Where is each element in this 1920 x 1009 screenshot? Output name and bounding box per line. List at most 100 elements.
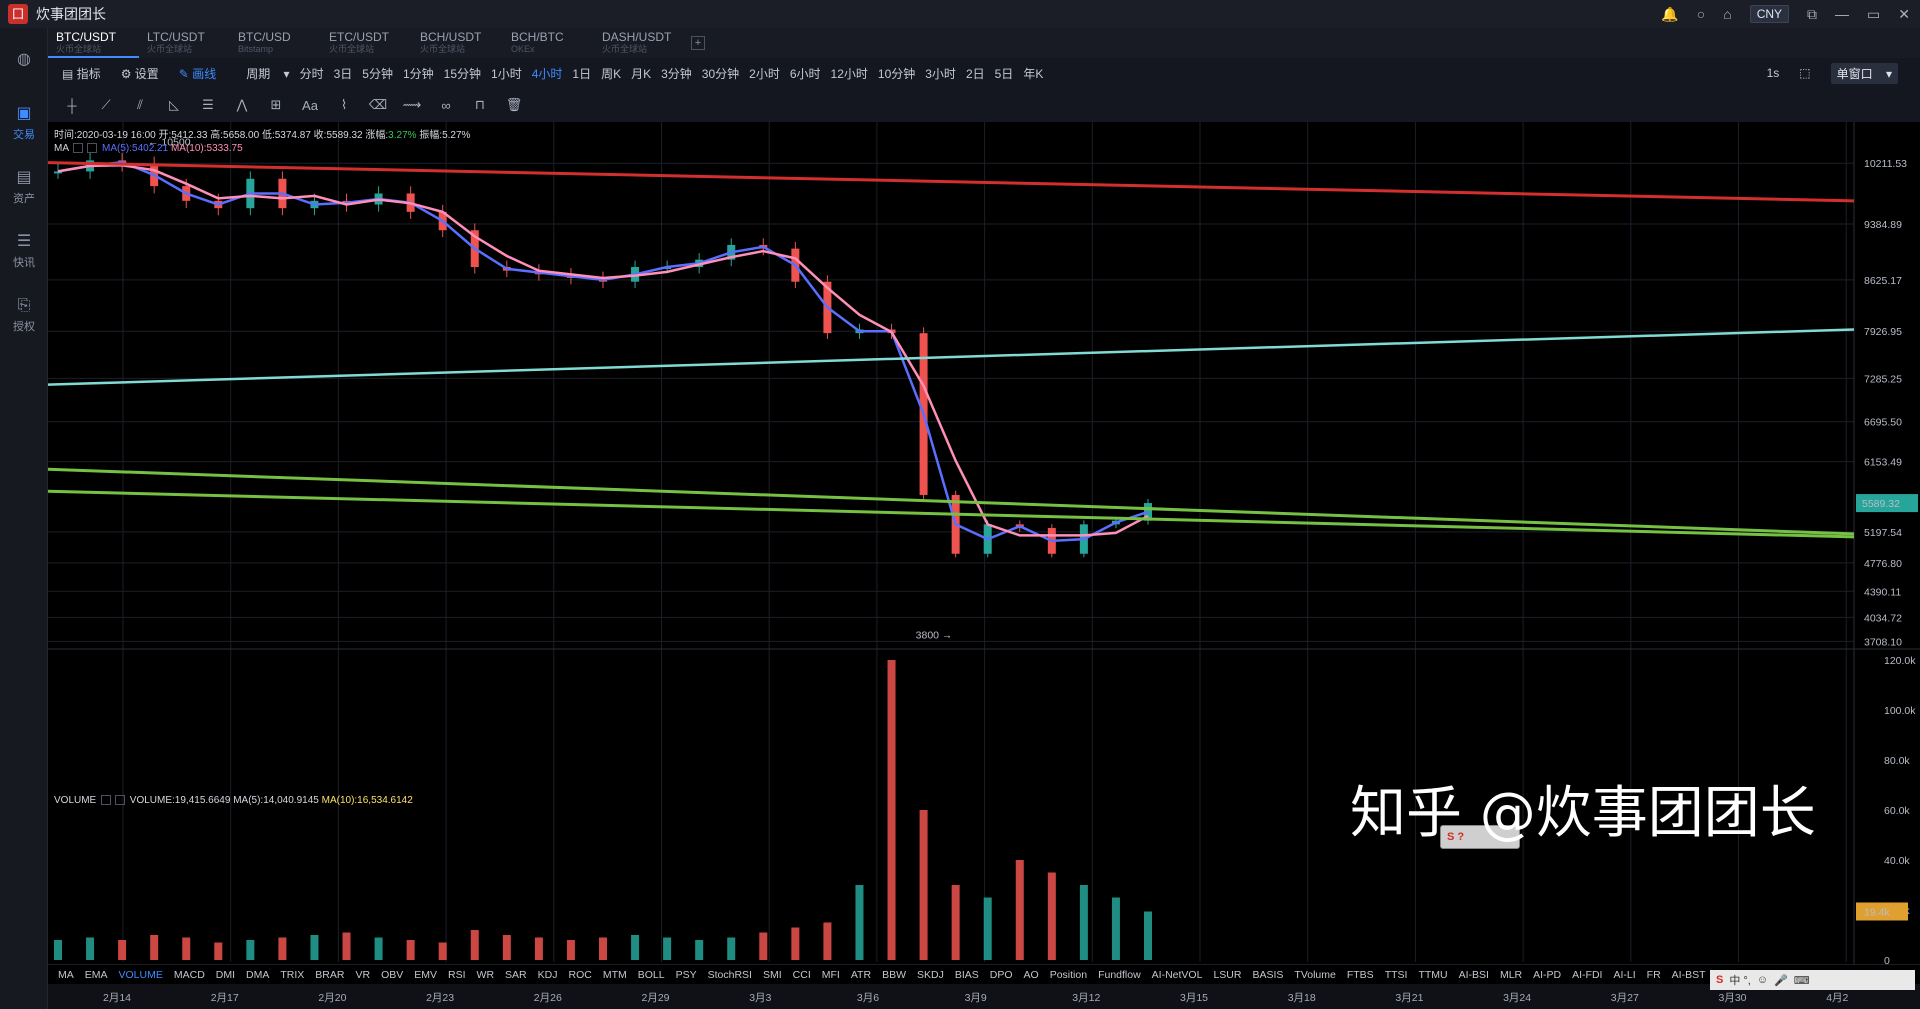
indicator-tab[interactable]: AI-BST bbox=[1671, 968, 1706, 981]
ime-floating-toolbar[interactable]: S ? bbox=[1440, 825, 1520, 849]
indicator-tab[interactable]: AI-BSI bbox=[1458, 968, 1489, 981]
tab-bch-usdt[interactable]: BCH/USDT 火币全球站 bbox=[412, 28, 503, 58]
indicator-tab[interactable]: OBV bbox=[381, 968, 404, 981]
indicator-tab[interactable]: ATR bbox=[850, 968, 872, 981]
bell-icon[interactable]: 🔔 bbox=[1661, 5, 1679, 22]
indicator-tab[interactable]: VOLUME bbox=[118, 968, 163, 981]
indicator-tab[interactable]: PSY bbox=[675, 968, 697, 981]
indicator-tab[interactable]: BASIS bbox=[1252, 968, 1284, 981]
settings-small-icon[interactable] bbox=[73, 143, 84, 154]
period-option[interactable]: 周K bbox=[601, 66, 622, 81]
brush-tool-icon[interactable]: ⌇ bbox=[340, 97, 348, 112]
parallel-tool-icon[interactable]: ⫽ bbox=[137, 97, 143, 112]
close-small-icon[interactable] bbox=[115, 795, 126, 806]
settings-button[interactable]: ⚙ 设置 bbox=[120, 66, 159, 81]
draw-button[interactable]: ✎ 画线 bbox=[178, 66, 217, 81]
popout-icon[interactable]: ⧉ bbox=[1807, 5, 1818, 22]
indicator-tab[interactable]: AI-LI bbox=[1613, 968, 1636, 981]
chart-area[interactable]: 10211.53 9384.89 8625.17 7926.95 7285.25 6695… bbox=[48, 122, 1920, 1009]
link-tool-icon[interactable]: ∞ bbox=[441, 97, 451, 113]
indicator-tab[interactable]: KDJ bbox=[537, 968, 558, 981]
indicator-tab[interactable]: CCI bbox=[792, 968, 811, 981]
shape-tool-icon[interactable]: ⊞ bbox=[270, 97, 282, 112]
sidebar-item-home[interactable]: ◍ bbox=[0, 28, 48, 92]
trash-icon[interactable]: 🗑 bbox=[505, 97, 523, 112]
indicator-tab[interactable]: MLR bbox=[1499, 968, 1523, 981]
period-option[interactable]: 1分钟 bbox=[402, 66, 434, 81]
indicator-tab[interactable]: Fundflow bbox=[1098, 968, 1141, 981]
indicator-tab[interactable]: DMA bbox=[246, 968, 270, 981]
ime-tray[interactable]: S 中 °, ☺ 🎤 ⌨ bbox=[1710, 970, 1915, 990]
settings-small-icon[interactable] bbox=[101, 795, 112, 806]
period-option[interactable]: 年K bbox=[1023, 66, 1044, 81]
tab-bch-btc[interactable]: BCH/BTC OKEx bbox=[503, 28, 594, 58]
fib-tool-icon[interactable]: ☰ bbox=[202, 97, 214, 112]
indicator-tab[interactable]: MACD bbox=[173, 968, 205, 981]
tab-etc-usdt[interactable]: ETC/USDT 火币全球站 bbox=[321, 28, 412, 58]
period-option[interactable]: 15分钟 bbox=[443, 66, 482, 81]
period-option[interactable]: 分时 bbox=[299, 66, 324, 81]
indicator-tab[interactable]: EMV bbox=[414, 968, 438, 981]
emoji-icon[interactable]: ☺ bbox=[1756, 974, 1769, 986]
indicator-tab[interactable]: StochRSI bbox=[707, 968, 752, 981]
indicator-tab[interactable]: BRAR bbox=[315, 968, 345, 981]
indicator-tab[interactable]: DMI bbox=[215, 968, 236, 981]
screenshot-icon[interactable]: ⬚ bbox=[1799, 66, 1811, 80]
maximize-icon[interactable]: ▭ bbox=[1867, 5, 1881, 22]
angle-tool-icon[interactable]: ◺ bbox=[169, 97, 179, 112]
sidebar-item-auth[interactable]: ⎘ 授权 bbox=[0, 284, 48, 348]
sidebar-item-trade[interactable]: ▣ 交易 bbox=[0, 92, 48, 156]
indicator-tab[interactable]: DPO bbox=[989, 968, 1013, 981]
tab-btc-usdt[interactable]: BTC/USDT 火币全球站 bbox=[48, 28, 139, 58]
period-option[interactable]: 2日 bbox=[965, 66, 985, 81]
period-dropdown[interactable]: 周期 ▾ bbox=[246, 66, 290, 81]
indicator-tab[interactable]: MTM bbox=[602, 968, 627, 981]
period-option[interactable]: 30分钟 bbox=[701, 66, 740, 81]
indicator-tab[interactable]: AI-PD bbox=[1533, 968, 1562, 981]
chart-canvas[interactable]: 10211.53 9384.89 8625.17 7926.95 7285.25 6695… bbox=[48, 122, 1920, 1009]
indicator-tab[interactable]: FR bbox=[1646, 968, 1661, 981]
indicator-tab[interactable]: AI-FDI bbox=[1572, 968, 1603, 981]
period-option[interactable]: 5分钟 bbox=[362, 66, 393, 81]
measure-tool-icon[interactable]: ⟿ bbox=[402, 97, 422, 112]
period-option[interactable]: 3分钟 bbox=[661, 66, 692, 81]
indicator-tab[interactable]: ROC bbox=[568, 968, 592, 981]
indicator-tab[interactable]: MA bbox=[58, 968, 74, 981]
crosshair-icon[interactable]: ┼ bbox=[67, 97, 77, 113]
tab-ltc-usdt[interactable]: LTC/USDT 火币全球站 bbox=[139, 28, 230, 58]
sidebar-item-assets[interactable]: ▤ 资产 bbox=[0, 156, 48, 220]
indicator-tab[interactable]: LSUR bbox=[1213, 968, 1242, 981]
indicator-tab[interactable]: RSI bbox=[448, 968, 466, 981]
period-option[interactable]: 6小时 bbox=[789, 66, 821, 81]
indicator-tab[interactable]: FTBS bbox=[1346, 968, 1374, 981]
indicator-tab[interactable]: SMI bbox=[762, 968, 782, 981]
tab-dash-usdt[interactable]: DASH/USDT 火币全球站 bbox=[594, 28, 685, 58]
indicator-tab[interactable]: SAR bbox=[505, 968, 527, 981]
close-small-icon[interactable] bbox=[87, 143, 98, 154]
period-option[interactable]: 1小时 bbox=[491, 66, 522, 81]
search-icon[interactable]: ○ bbox=[1696, 6, 1706, 22]
minimize-icon[interactable]: — bbox=[1835, 6, 1850, 22]
period-option[interactable]: 3小时 bbox=[925, 66, 956, 81]
period-option[interactable]: 12小时 bbox=[830, 66, 868, 81]
indicator-tab[interactable]: AO bbox=[1023, 968, 1039, 981]
indicator-tab[interactable]: TTSI bbox=[1384, 968, 1408, 981]
indicator-button[interactable]: ▤ 指标 bbox=[62, 66, 101, 81]
indicator-tab[interactable]: TTMU bbox=[1418, 968, 1448, 981]
tab-btc-usd[interactable]: BTC/USD Bitstamp bbox=[230, 28, 321, 58]
text-tool-icon[interactable]: Aa bbox=[302, 97, 318, 113]
indicator-tab[interactable]: EMA bbox=[84, 968, 108, 981]
period-option[interactable]: 10分钟 bbox=[877, 66, 916, 81]
indicator-tab[interactable]: VR bbox=[355, 968, 371, 981]
period-option[interactable]: 4小时 bbox=[531, 66, 563, 81]
add-tab-button[interactable]: + bbox=[691, 36, 705, 50]
period-option[interactable]: 1日 bbox=[572, 66, 592, 81]
indicator-tab[interactable]: TRIX bbox=[280, 968, 305, 981]
indicator-tab[interactable]: BOLL bbox=[637, 968, 665, 981]
period-option[interactable]: 3日 bbox=[333, 66, 353, 81]
window-mode-select[interactable]: 单窗口 ▾ bbox=[1830, 62, 1898, 84]
indicator-tab[interactable]: TVolume bbox=[1294, 968, 1336, 981]
period-option[interactable]: 2小时 bbox=[749, 66, 780, 81]
period-option[interactable]: 月K bbox=[631, 66, 652, 81]
shop-icon[interactable]: ⌂ bbox=[1723, 6, 1732, 22]
